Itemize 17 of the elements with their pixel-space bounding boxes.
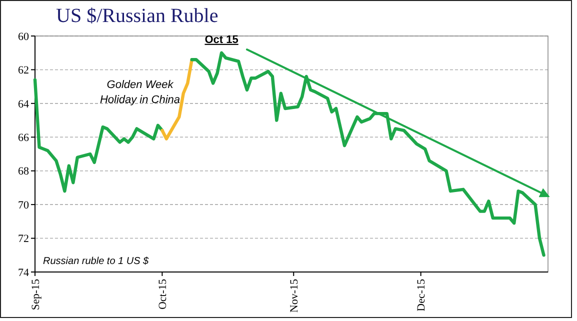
- x-tick-label: Sep-15: [30, 278, 42, 310]
- y-tick-label: 66: [18, 132, 30, 144]
- annotation: Russian ruble to 1 US $: [43, 256, 150, 267]
- chart-title: US $/Russian Ruble: [56, 5, 218, 27]
- x-tick-label: Dec-15: [416, 278, 428, 312]
- y-tick-label: 74: [18, 266, 30, 279]
- x-tick-label: Nov-15: [288, 278, 300, 313]
- annotation: Golden Week Holiday in China: [100, 79, 180, 106]
- y-tick-label: 60: [18, 30, 30, 43]
- y-tick-label: 62: [18, 64, 29, 77]
- y-tick-label: 68: [18, 166, 30, 178]
- y-tick-label: 72: [18, 233, 29, 246]
- annotation: Oct 15: [204, 34, 238, 46]
- y-tick-label: 70: [18, 199, 30, 212]
- x-tick-label: Oct-15: [157, 278, 170, 310]
- y-tick-label: 64: [18, 98, 30, 110]
- line-series: [190, 51, 546, 257]
